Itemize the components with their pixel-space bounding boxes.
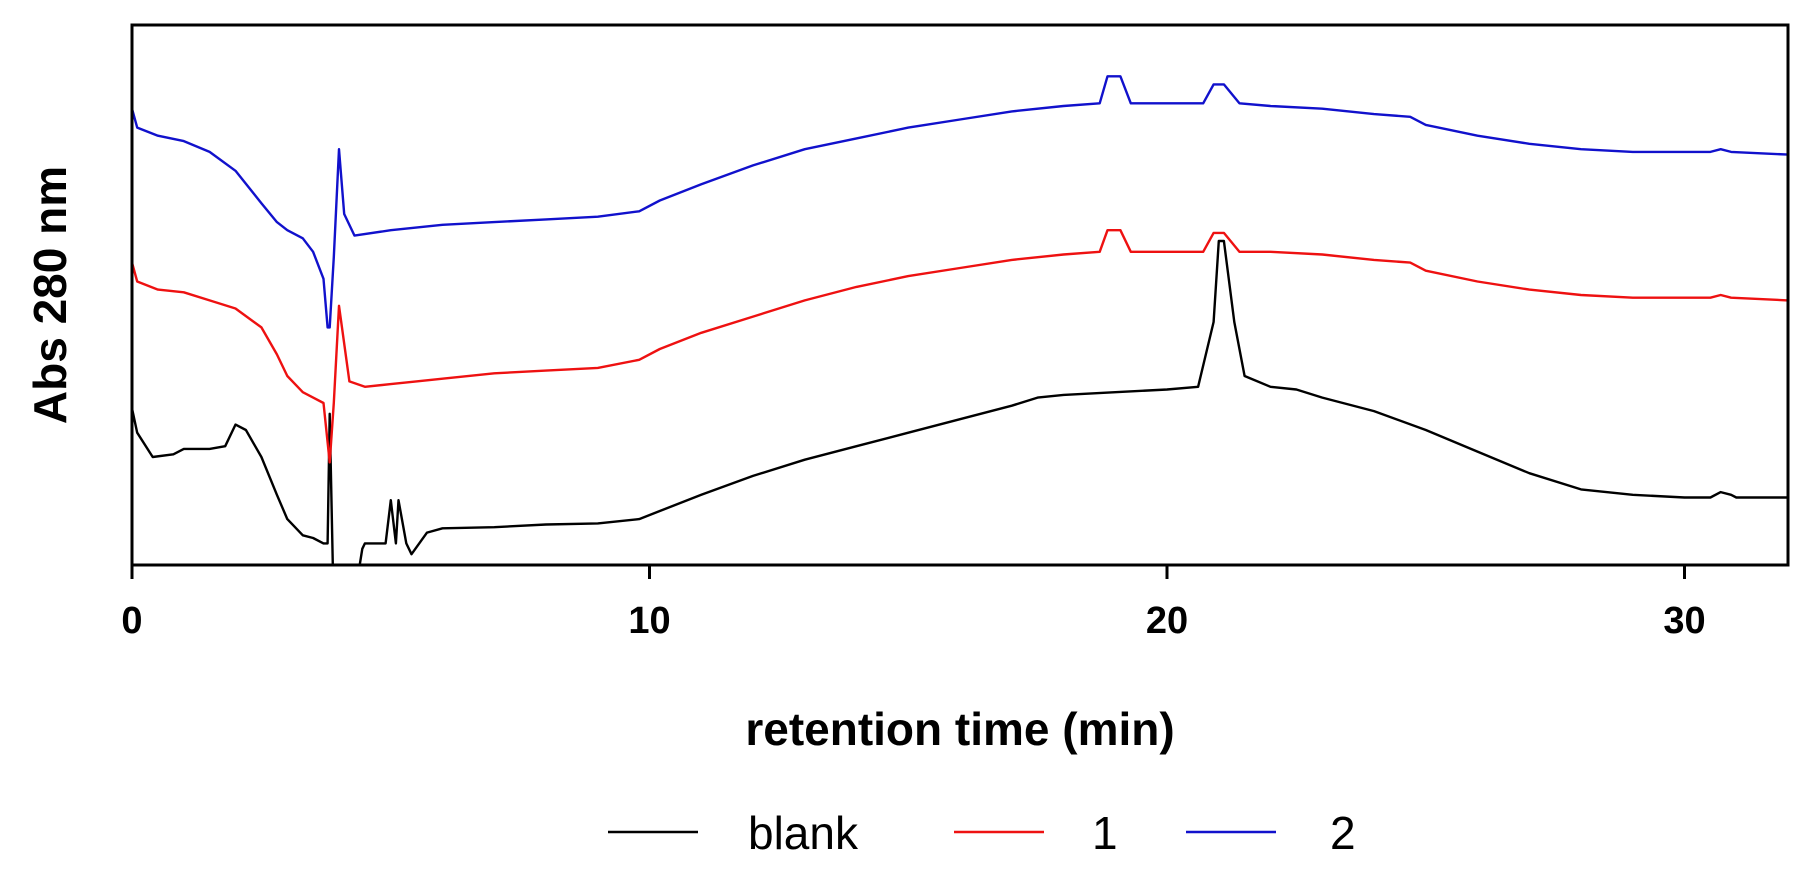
legend-label-1: 1 — [1092, 807, 1118, 859]
legend-label-blank: blank — [748, 807, 859, 859]
x-tick-label: 30 — [1663, 600, 1705, 642]
series-line-2 — [130, 75, 1789, 329]
plot-lines — [130, 75, 1789, 567]
x-axis-ticks: 0 10 20 30 — [121, 565, 1706, 642]
x-tick-label: 10 — [628, 600, 670, 642]
x-tick-label: 20 — [1146, 600, 1188, 642]
series-line-blank — [130, 239, 1788, 567]
x-axis-title: retention time (min) — [745, 703, 1174, 755]
series-line-1 — [130, 229, 1789, 464]
x-tick-label: 0 — [121, 600, 142, 642]
legend-label-2: 2 — [1330, 807, 1356, 859]
legend: blank 1 2 — [608, 807, 1356, 859]
y-axis-title: Abs 280 nm — [24, 166, 76, 424]
plot-frame — [130, 23, 1790, 567]
